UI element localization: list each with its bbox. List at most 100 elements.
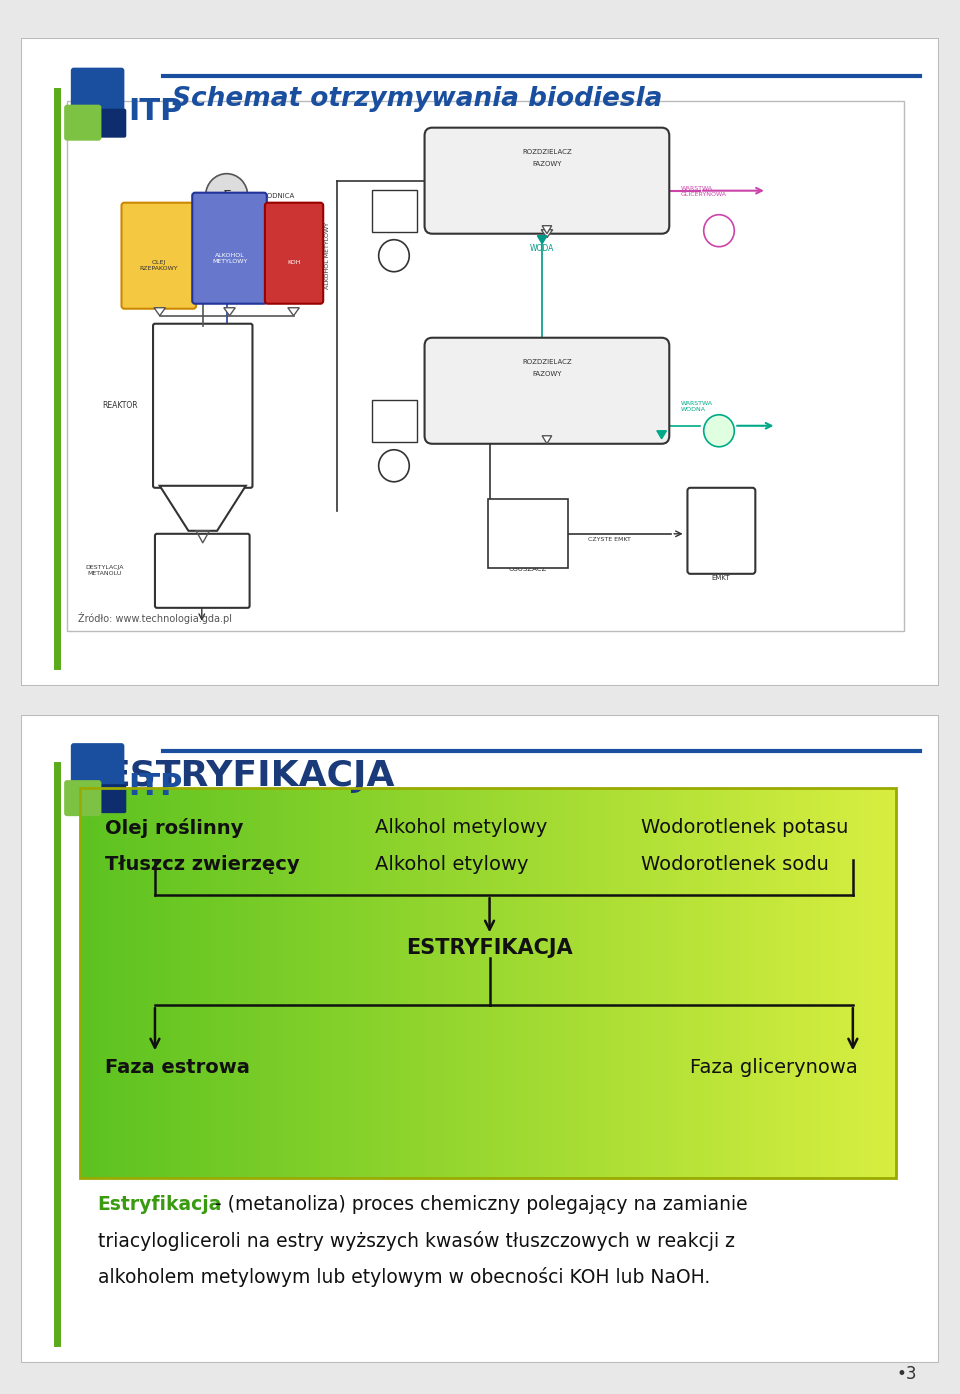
Text: ROZDZIELACZ: ROZDZIELACZ [522,149,572,155]
Bar [113,788,117,1178]
FancyBboxPatch shape [64,781,102,815]
FancyBboxPatch shape [488,499,568,567]
Bar [228,788,231,1178]
Bar [84,788,88,1178]
Bar [716,788,721,1178]
Bar [370,788,374,1178]
FancyBboxPatch shape [372,400,417,442]
Bar [741,788,745,1178]
Bar [268,788,272,1178]
Bar [611,788,614,1178]
Bar [594,788,598,1178]
Bar [635,788,639,1178]
Bar [705,788,708,1178]
Bar [476,788,480,1178]
Bar [607,788,611,1178]
Bar [660,788,663,1178]
Bar [513,788,516,1178]
Text: Alkohol etylowy: Alkohol etylowy [374,855,528,874]
Bar [578,788,582,1178]
Circle shape [378,240,409,272]
Text: Schemat otrzymywania biodiesla: Schemat otrzymywania biodiesla [172,85,662,112]
FancyBboxPatch shape [192,192,267,304]
Bar [88,788,92,1178]
Bar [264,788,268,1178]
Bar [272,788,276,1178]
Bar [280,788,284,1178]
Bar [781,788,786,1178]
Bar [696,788,700,1178]
Text: CZYSTE EMKT: CZYSTE EMKT [588,537,631,542]
FancyBboxPatch shape [71,743,125,795]
Bar [81,788,896,1178]
Bar [883,788,888,1178]
Bar [419,788,423,1178]
Bar [806,788,810,1178]
Bar [255,788,260,1178]
Bar [851,788,855,1178]
Text: CHŁODNICA: CHŁODNICA [253,192,295,199]
Bar [525,788,529,1178]
Bar [203,788,206,1178]
Bar [732,788,737,1178]
Bar [215,788,219,1178]
Bar [444,788,447,1178]
FancyBboxPatch shape [64,105,102,141]
Bar [569,788,574,1178]
Bar [558,788,562,1178]
Text: EMKT: EMKT [711,574,731,581]
Bar [863,788,867,1178]
Bar [231,788,235,1178]
Bar [125,788,130,1178]
Bar [223,788,228,1178]
Bar [627,788,631,1178]
Bar [174,788,179,1178]
Bar [141,788,146,1178]
Bar [520,788,525,1178]
Bar [101,788,105,1178]
Bar [157,788,162,1178]
Bar [749,788,754,1178]
Bar [843,788,847,1178]
Bar [108,788,113,1178]
Text: Olej roślinny: Olej roślinny [106,818,244,838]
Bar [582,788,586,1178]
Bar [656,788,660,1178]
Text: FAZOWY: FAZOWY [532,371,562,376]
Bar [407,788,411,1178]
Bar [496,788,500,1178]
Bar [700,788,705,1178]
Bar [754,788,757,1178]
Bar [647,788,651,1178]
Bar [509,788,513,1178]
Text: ITP: ITP [129,772,182,802]
Bar [602,788,607,1178]
Bar [67,100,903,631]
Bar [794,788,798,1178]
Bar [618,788,623,1178]
Bar [130,788,133,1178]
Bar [774,788,778,1178]
Bar [460,788,464,1178]
Bar [692,788,696,1178]
Text: ESTRYFIKACJA: ESTRYFIKACJA [406,938,573,958]
Text: POMPA: POMPA [385,474,403,478]
Bar [402,788,407,1178]
Bar [623,788,627,1178]
Bar [688,788,692,1178]
Bar [358,788,362,1178]
Circle shape [205,174,248,217]
Bar [239,788,244,1178]
Text: Σ: Σ [223,188,231,202]
Bar [182,788,186,1178]
FancyBboxPatch shape [71,68,125,118]
Bar [545,788,549,1178]
Bar [574,788,578,1178]
Bar [484,788,488,1178]
Bar [179,788,182,1178]
Text: Alkohol metylowy: Alkohol metylowy [374,818,547,838]
Text: OSUSZACZ: OSUSZACZ [509,566,547,572]
FancyBboxPatch shape [687,488,756,574]
Bar [121,788,125,1178]
Bar [337,788,342,1178]
